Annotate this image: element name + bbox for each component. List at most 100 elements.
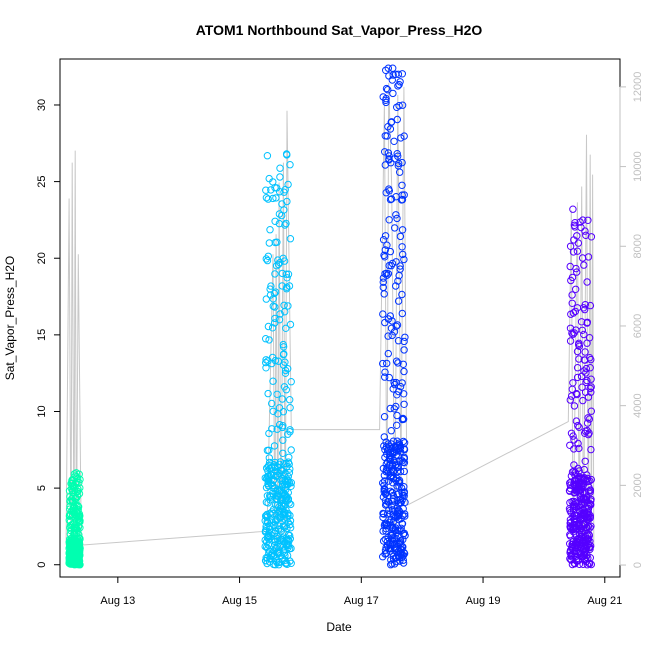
data-point — [583, 474, 592, 483]
data-point — [380, 521, 389, 530]
data-point — [390, 137, 398, 146]
y-tick-label: 5 — [36, 485, 48, 491]
data-point — [271, 217, 279, 226]
data-point — [278, 200, 286, 208]
data-point — [401, 531, 409, 540]
x-axis-label: Date — [326, 620, 352, 634]
data-point — [388, 488, 396, 497]
data-point — [271, 561, 279, 569]
data-point — [385, 373, 393, 382]
data-point — [66, 497, 74, 505]
data-point — [282, 559, 290, 568]
data-point — [385, 72, 393, 80]
data-point — [566, 499, 574, 507]
data-point — [581, 457, 589, 465]
data-point — [387, 427, 395, 435]
data-point — [583, 278, 591, 286]
data-point — [379, 509, 387, 518]
data-point — [566, 481, 574, 489]
data-point — [262, 464, 271, 472]
data-point — [382, 189, 390, 197]
data-point — [399, 360, 407, 368]
data-point — [275, 316, 284, 324]
data-point — [586, 537, 594, 545]
data-point — [269, 377, 277, 385]
data-point — [389, 497, 397, 505]
data-point — [584, 540, 593, 549]
data-point — [578, 326, 586, 334]
data-point — [278, 282, 286, 290]
data-point — [566, 396, 574, 404]
data-point — [281, 497, 290, 505]
data-point — [379, 236, 388, 244]
data-point — [569, 248, 578, 256]
data-point — [68, 497, 76, 505]
data-point — [264, 357, 272, 365]
data-point — [387, 561, 395, 569]
data-point — [395, 510, 403, 519]
data-point — [269, 481, 277, 490]
data-point — [573, 373, 582, 382]
data-point — [381, 535, 389, 543]
data-point — [383, 241, 391, 249]
data-point — [400, 467, 408, 476]
data-point — [396, 232, 405, 241]
data-point — [383, 132, 391, 140]
data-point — [379, 510, 388, 518]
data-point — [386, 456, 395, 464]
data-point — [272, 194, 280, 202]
data-point — [570, 402, 579, 410]
data-point — [581, 512, 589, 520]
data-point — [272, 495, 281, 503]
data-point — [379, 93, 387, 101]
data-point — [586, 364, 594, 372]
data-point — [388, 540, 396, 548]
data-point — [395, 506, 403, 515]
data-point — [584, 253, 593, 261]
data-point — [578, 383, 586, 391]
data-point — [262, 356, 270, 364]
data-point — [269, 302, 277, 310]
data-point — [394, 359, 402, 367]
data-point — [277, 525, 285, 533]
data-point — [574, 557, 582, 565]
data-point — [70, 507, 78, 516]
data-point — [279, 509, 288, 517]
data-point — [570, 436, 578, 444]
data-point — [270, 471, 278, 480]
data-point — [396, 168, 404, 176]
data-point — [399, 458, 407, 466]
data-point — [381, 373, 389, 381]
data-point — [278, 536, 286, 544]
data-point — [388, 317, 396, 325]
data-point — [380, 433, 388, 441]
data-point — [398, 415, 407, 424]
data-point — [400, 346, 408, 354]
data-point — [586, 384, 594, 393]
data-point — [573, 247, 582, 255]
data-point — [278, 480, 287, 488]
data-point — [282, 324, 290, 332]
data-point — [285, 537, 293, 545]
data-point — [393, 214, 401, 223]
data-point — [379, 278, 387, 286]
data-point — [68, 486, 77, 494]
data-point — [394, 337, 403, 345]
data-point — [262, 483, 271, 492]
data-point — [287, 446, 295, 454]
data-point — [393, 321, 402, 329]
data-point — [586, 301, 595, 310]
data-point — [280, 257, 289, 265]
data-point — [572, 285, 580, 293]
data-point — [569, 504, 578, 513]
data-point — [394, 70, 403, 79]
data-point — [584, 504, 592, 513]
data-point — [281, 366, 290, 375]
data-point — [284, 458, 293, 466]
data-point — [386, 247, 395, 256]
y-tick-label: 20 — [36, 252, 48, 264]
data-point — [567, 556, 575, 564]
data-point — [584, 414, 592, 422]
data-point — [275, 404, 284, 412]
